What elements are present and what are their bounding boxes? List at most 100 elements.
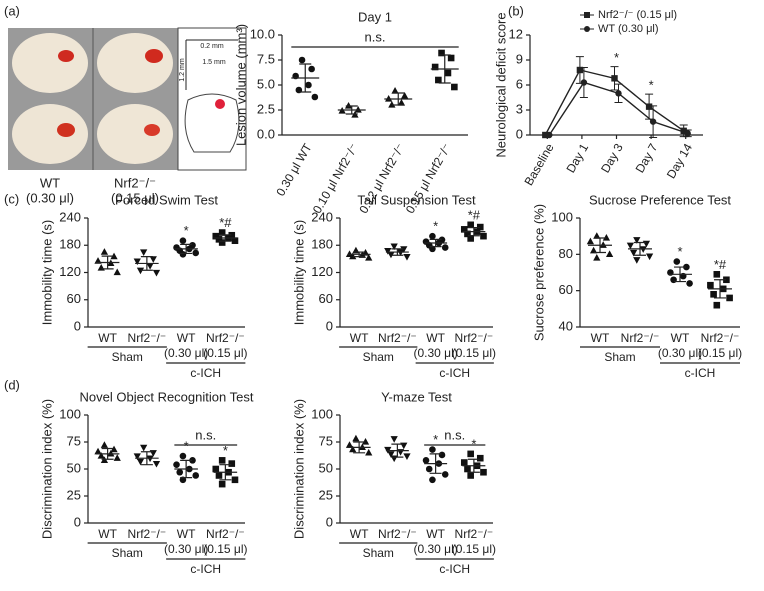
y-tick-label: 25 [319,487,333,502]
point [633,237,641,244]
point [231,237,239,245]
y-tick-label: 5.0 [257,76,275,91]
x-sub-label: (0.15 μl) [452,542,496,556]
significance: * [649,78,654,93]
y-tick-label: 180 [59,237,81,252]
point [231,476,239,484]
error-bar [429,453,442,474]
x-tick-label: WT [671,331,690,345]
point [645,103,653,110]
y-tick-label: 0 [326,514,333,529]
group-label: Sham [363,546,394,560]
significance: *# [714,257,727,272]
point [146,455,154,463]
x-sub-label: (0.15 μl) [452,346,496,360]
y-tick-label: 60 [319,291,333,306]
point [429,245,436,253]
y-axis-label: Lesion volume (mm³) [233,24,248,146]
point [680,127,687,135]
point [615,90,622,97]
significance: * [184,223,189,238]
point [218,457,226,464]
y-tick-label: 10.0 [250,26,275,41]
x-sub-label: (0.15 μl) [698,346,742,360]
point [451,83,458,91]
point [228,460,236,467]
point [476,454,484,462]
error-bar [180,459,193,479]
point [344,102,353,109]
point [345,441,354,448]
point [673,258,681,265]
x-tick-label: 0.10 μl Nrf2⁻/⁻ [310,141,361,216]
point [396,249,405,257]
y-axis-label: Immobility time (s) [39,220,54,325]
y-tick-label: 75 [67,433,81,448]
x-tick-label: Day 1 [563,141,591,175]
point [152,269,161,277]
point [390,243,398,251]
x-tick-label: Nrf2⁻/⁻ [128,331,167,345]
bracket-label: n.s. [365,29,386,44]
point [441,471,449,478]
significance: * [433,432,438,447]
group-label: c-ICH [685,366,716,380]
group-label: Sham [363,350,394,364]
x-sub-label: (0.30 μl) [164,542,208,556]
x-tick-label: WT [177,527,196,541]
error-bar [674,266,686,283]
point [723,276,730,284]
point [464,465,471,473]
y-tick-label: 100 [551,209,573,224]
x-tick-label: WT [98,527,117,541]
schematic-brain [184,93,240,153]
group-label: Sham [604,350,635,364]
y-tick-label: 50 [319,460,333,475]
y-tick-label: 0 [326,318,333,333]
group-label: Sham [112,546,143,560]
error-bar [391,443,404,458]
point [429,446,436,453]
x-sub-label: (0.30 μl) [658,346,702,360]
y-tick-label: 3 [516,101,523,116]
x-tick-label: WT [426,331,445,345]
y-tick-label: 7.5 [257,51,275,66]
significance: * [433,219,438,234]
point [365,448,373,456]
error-bar [438,54,451,84]
image-label: (0.15 μl) [111,190,159,205]
x-tick-label: Nrf2⁻/⁻ [206,331,245,345]
y-tick-label: 80 [559,246,573,261]
point [100,248,109,255]
y-tick-label: 12 [509,26,523,41]
chart-title: Day 1 [358,9,392,24]
point [713,271,721,278]
injection-site [215,99,225,109]
error-bar [353,441,366,454]
x-tick-label: Nrf2⁻/⁻ [701,331,740,345]
point [179,452,187,460]
point [401,92,409,99]
y-tick-label: 0.0 [257,126,275,141]
error-bar [594,237,606,254]
x-tick-label: Baseline [522,141,557,188]
error-bar [299,63,312,93]
chart-title: Y-maze Test [381,389,452,404]
point [605,250,614,257]
x-tick-label: WT [350,331,369,345]
significance: * [614,50,619,65]
y-axis-label: Sucrose preference (%) [531,204,546,341]
significance: * [677,244,682,259]
point [179,251,187,258]
point [308,65,315,73]
point [387,251,395,259]
error-bar [101,447,114,460]
point [218,480,226,488]
point [438,451,446,459]
group-label: c-ICH [439,366,470,380]
point [94,447,102,455]
point [645,253,654,261]
point [435,76,442,84]
point [593,254,601,261]
